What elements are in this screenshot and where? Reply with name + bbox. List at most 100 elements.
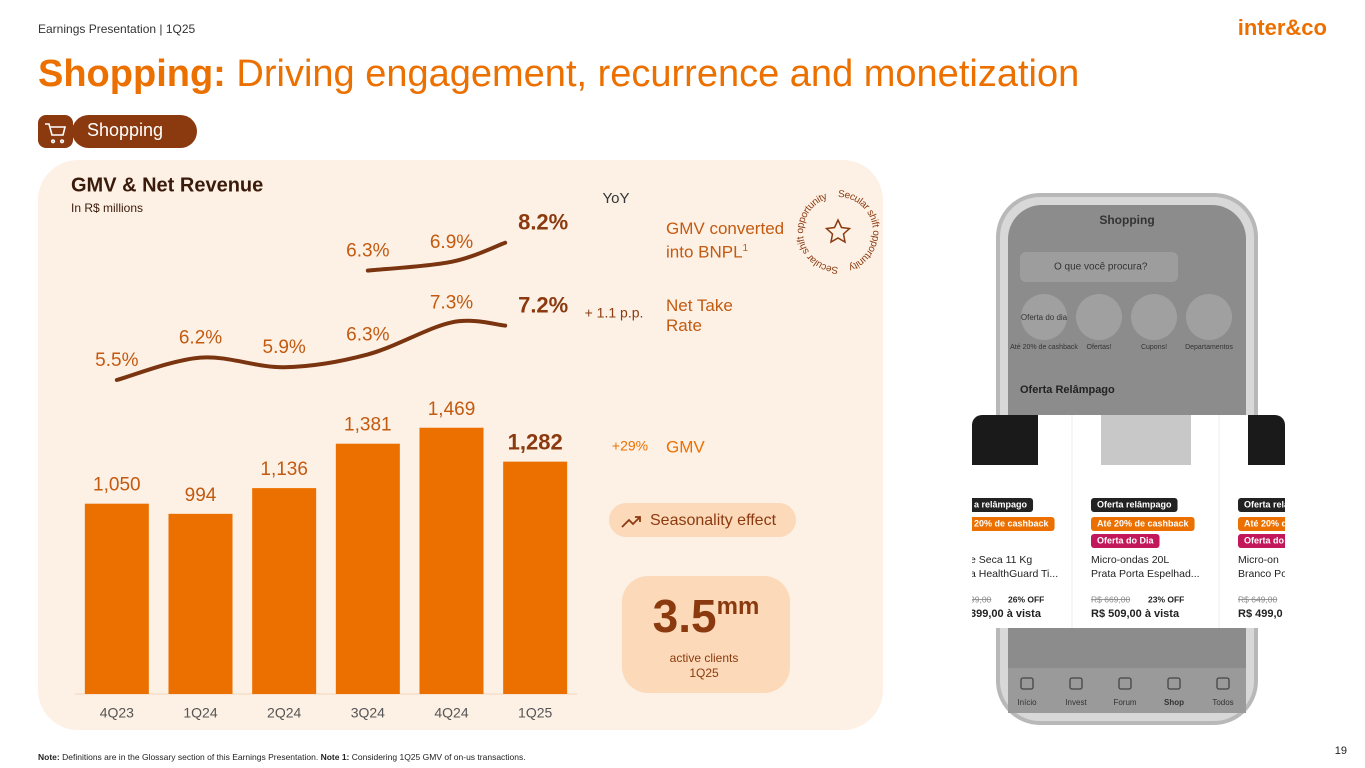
bar <box>84 503 149 694</box>
line-name-text: Net Take Rate <box>666 296 733 335</box>
shortcut-label: Departamentos <box>1185 344 1233 351</box>
chart-title: GMV & Net Revenue <box>71 174 263 196</box>
card-text: Branco Po <box>1238 568 1287 580</box>
clients-value: 3.5mm <box>653 590 760 642</box>
cards: a relâmpago 20% de cashback e Seca 11 Kg a … <box>970 415 1290 628</box>
yoy-header: YoY <box>603 190 630 207</box>
clients-label: active clients <box>670 651 739 665</box>
line-value-label: 6.3% <box>346 241 389 262</box>
card-text: 23% OFF <box>1148 594 1184 604</box>
card-text: R$ 509,00 à vista <box>1091 608 1180 620</box>
card-badge <box>972 498 1034 512</box>
note1: Considering 1Q25 GMV of on-us transactio… <box>352 752 526 762</box>
card-badge <box>972 517 1055 531</box>
line-name: GMV converted into BNPL1 <box>666 219 806 263</box>
card-text: a HealthGuard Ti... <box>970 568 1058 580</box>
x-tick-label: 1Q24 <box>183 705 217 721</box>
line-value-label: 6.9% <box>430 232 473 253</box>
card-badge-text: Oferta rela <box>1244 499 1290 509</box>
line-yoy: + 1.1 p.p. <box>585 305 644 321</box>
bar-value-label: 1,469 <box>428 399 476 420</box>
line-series <box>114 318 508 382</box>
x-tick-label: 1Q25 <box>518 705 552 721</box>
x-tick-label: 4Q24 <box>434 705 468 721</box>
phone-lower <box>1008 628 1246 668</box>
phone-nav <box>1008 668 1246 713</box>
shortcut-icon <box>1131 294 1177 340</box>
line-value-label: 6.2% <box>179 328 222 349</box>
card-text: Prata Porta Espelhad... <box>1091 568 1200 580</box>
x-tick-label: 3Q24 <box>351 705 385 721</box>
nav-icon <box>1216 677 1230 690</box>
seasonality-label: Seasonality effect <box>650 512 777 529</box>
phone-search <box>1020 252 1178 282</box>
shortcut-label: Cupons! <box>1141 344 1167 351</box>
clients-period: 1Q25 <box>689 666 719 680</box>
product-image <box>972 415 1038 465</box>
phone-badge: Oferta do dia <box>1021 313 1068 322</box>
card-badge-text: Até 20% de cashback <box>1097 518 1190 528</box>
card-text: R$ 649,00 <box>1238 594 1277 604</box>
nav-icon <box>1118 677 1132 690</box>
line-value-label: 5.5% <box>95 350 138 371</box>
star-icon <box>824 218 852 244</box>
tag-pill <box>72 115 197 148</box>
bar <box>503 461 568 694</box>
clients-number: 3.5 <box>653 590 717 642</box>
bar-value-label: 994 <box>185 485 217 506</box>
line-value-label: 7.3% <box>430 292 473 313</box>
line-value-label: 8.2% <box>518 210 568 235</box>
line-name-box: Net Take Rate <box>666 296 756 336</box>
clients-card <box>622 576 790 693</box>
line-name: Net Take Rate <box>666 296 756 336</box>
gmv-name: GMV <box>666 437 705 456</box>
bar-value-label: 1,136 <box>260 459 308 480</box>
footnote: Note: Definitions are in the Glossary se… <box>38 752 526 762</box>
card-badge-text: 20% de cashback <box>974 518 1050 528</box>
tag-icon-box <box>38 115 73 148</box>
card-badge <box>1091 534 1160 548</box>
card-text: Micro-ondas 20L <box>1091 554 1169 566</box>
seasonality-pill <box>609 503 796 537</box>
note: Definitions are in the Glossary section … <box>62 752 318 762</box>
card-text: R$ 669,00 <box>1091 594 1130 604</box>
title-bold: Shopping: <box>38 53 226 95</box>
shortcut-label: Até 20% de cashback <box>1010 344 1078 351</box>
bar <box>335 443 400 694</box>
chart-subtitle: In R$ millions <box>71 201 143 215</box>
page-number: 19 <box>1335 745 1347 757</box>
title-rest: Driving engagement, recurrence and monet… <box>236 53 1079 95</box>
clients-unit: mm <box>717 593 760 620</box>
nav-icon <box>1020 677 1034 690</box>
card-badge <box>1091 517 1195 531</box>
shortcut-label: Ofertas! <box>1087 344 1112 351</box>
nav-label: Forum <box>1113 698 1136 707</box>
bar-value-label: 1,050 <box>93 475 141 496</box>
nav-label: Início <box>1017 698 1037 707</box>
card-badge-text: Oferta do <box>1244 535 1285 545</box>
card-text: 26% OFF <box>1008 594 1044 604</box>
shortcut-icon <box>1021 294 1067 340</box>
line-name-text: GMV converted into BNPL <box>666 219 785 262</box>
trend-icon <box>621 516 641 528</box>
note-ref: 1 <box>742 243 749 254</box>
card-text: e Seca 11 Kg <box>970 554 1032 566</box>
line-value-label: 6.3% <box>346 324 389 345</box>
bar <box>252 488 317 694</box>
bar-value-label: 1,282 <box>508 429 563 454</box>
shortcut-icon <box>1076 294 1122 340</box>
card-badge-text: Oferta do Dia <box>1097 535 1155 545</box>
nav-icon <box>1069 677 1083 690</box>
line-value-label: 5.9% <box>263 337 306 358</box>
nav-icon <box>1167 677 1181 690</box>
card-badge <box>1238 534 1285 548</box>
shortcut-icon <box>1186 294 1232 340</box>
x-tick-label: 2Q24 <box>267 705 301 721</box>
cart-icon <box>45 123 67 144</box>
note1-label: Note 1: <box>321 752 350 762</box>
x-tick-label: 4Q23 <box>100 705 134 721</box>
card-badge-text: a relâmpago <box>974 499 1028 509</box>
product-image <box>1248 415 1285 465</box>
phone-title: Shopping <box>1099 213 1154 227</box>
